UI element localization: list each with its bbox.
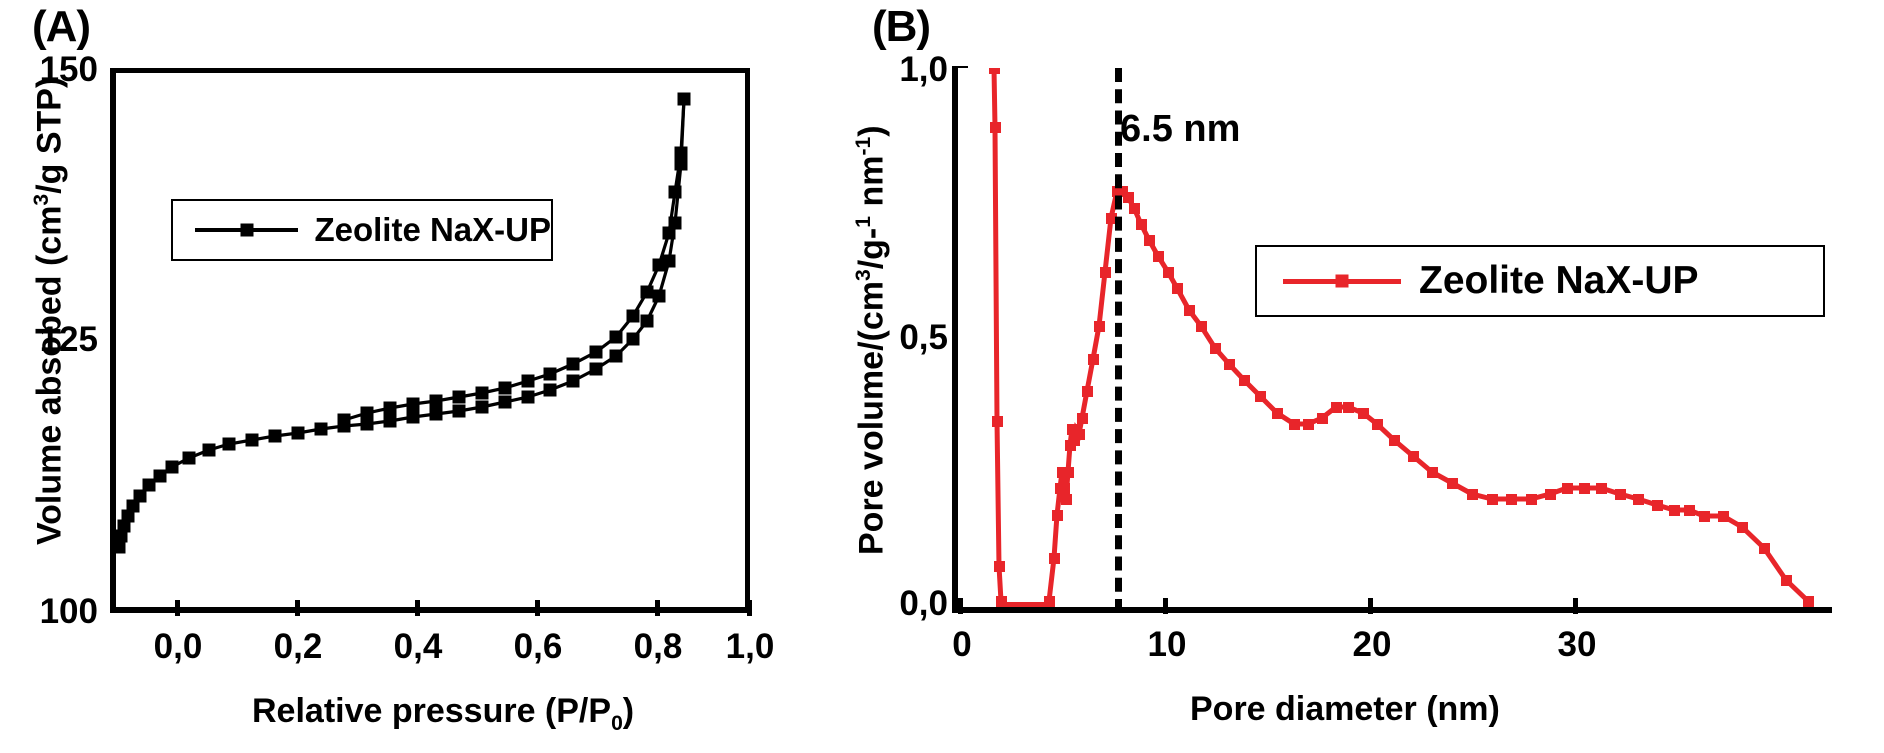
panel-a-ytick-125: 125 <box>39 320 98 359</box>
panel-a-xtick-mark-5 <box>747 600 752 616</box>
panel-a-x-axis-title: Relative pressure (P/P0) <box>252 692 634 736</box>
panel-a-xtick-0: 0,0 <box>153 627 203 666</box>
x-title-sub: 0 <box>611 711 623 735</box>
panel-b-xtick-2: 20 <box>1352 625 1392 664</box>
legend-line-swatch <box>1283 274 1401 288</box>
panel-b-xtick-mark-20 <box>1368 598 1373 614</box>
panel-a-xtick-mark-0 <box>175 600 180 616</box>
panel-a-xtick-mark-1 <box>295 600 300 616</box>
y-title-mid: /g- <box>852 227 891 270</box>
panel-b-y-axis-title: Pore volume/(cm3/g-1 nm-1) <box>852 125 891 555</box>
panel-a-ytick-150: 150 <box>39 50 98 89</box>
panel-a-curve-svg <box>116 92 691 554</box>
pore-size-indicator-dashed-line <box>1115 68 1122 613</box>
panel-a-y-axis-title: Volume absobed (cm3/g STP) <box>30 77 69 545</box>
panel-b-xtick-mark-10 <box>1163 598 1168 614</box>
y-title-post: ) <box>852 125 891 137</box>
panel-a-xtick-1: 0,2 <box>273 627 323 666</box>
y-title-post: /g STP) <box>30 76 69 194</box>
legend-square-marker <box>240 223 254 237</box>
y-title-sup3: -1 <box>852 136 875 156</box>
panel-b-xtick-mark-0 <box>958 598 963 614</box>
panel-a-xtick-3: 0,6 <box>513 627 563 666</box>
panel-b-xtick-mark-30 <box>1573 598 1578 614</box>
x-title-main: Relative pressure (P/P <box>252 692 612 730</box>
panel-b-legend-label: Zeolite NaX-UP <box>1419 259 1699 302</box>
panel-a: (A) Volume absobed (cm3/g STP) 150 125 1… <box>0 0 810 753</box>
panel-b-xtick-0: 0 <box>952 625 972 664</box>
y-title-pre: Pore volume/(cm <box>852 281 891 555</box>
panel-b-ytick-00: 0,0 <box>899 584 948 623</box>
y-title-sup2: 1 <box>852 216 875 228</box>
panel-a-ytick-100: 100 <box>39 592 98 631</box>
panel-a-plot-frame: Zeolite NaX-UP <box>110 68 750 613</box>
panel-a-adsorption-line <box>117 98 686 548</box>
panel-b-curve-svg <box>989 68 1814 607</box>
panel-b-legend[interactable]: Zeolite NaX-UP <box>1255 245 1825 317</box>
panel-a-xtick-mark-2 <box>415 600 420 616</box>
panel-a-xtick-5: 1,0 <box>725 627 775 666</box>
legend-line-swatch <box>195 223 299 237</box>
y-title-mid2: nm <box>852 155 891 216</box>
panel-a-tag: (A) <box>32 2 91 51</box>
y-title-sup1: 3 <box>852 269 875 282</box>
panel-b-markers <box>989 68 1814 607</box>
panel-b-ytick-10: 1,0 <box>899 50 948 89</box>
panel-b-tag: (B) <box>872 2 931 51</box>
panel-a-legend-label: Zeolite NaX-UP <box>314 211 551 248</box>
panel-a-adsorption-markers <box>116 92 691 554</box>
panel-b: (B) Pore volume/(cm3/g-1 nm-1) 1,0 0,5 0… <box>830 0 1884 753</box>
panel-a-legend[interactable]: Zeolite NaX-UP <box>171 199 553 261</box>
panel-a-xtick-4: 0,8 <box>633 627 683 666</box>
panel-b-xtick-3: 30 <box>1557 625 1597 664</box>
panel-a-xtick-2: 0,4 <box>393 627 443 666</box>
y-title-pre: Volume absobed (cm <box>30 205 69 545</box>
panel-b-ytick-05: 0,5 <box>899 318 948 357</box>
panel-b-xtick-1: 10 <box>1147 625 1187 664</box>
panel-a-xtick-mark-3 <box>535 600 540 616</box>
panel-a-xtick-mark-4 <box>655 600 660 616</box>
panel-b-plot-frame: Zeolite NaX-UP <box>952 68 1832 613</box>
x-title-tail: ) <box>622 692 635 730</box>
y-title-sup: 3 <box>30 193 53 206</box>
panel-b-x-axis-title: Pore diameter (nm) <box>1190 690 1500 728</box>
panel-a-desorption-markers <box>337 146 688 427</box>
pore-size-annotation: 6.5 nm <box>1120 108 1241 150</box>
legend-square-marker <box>1335 274 1349 288</box>
